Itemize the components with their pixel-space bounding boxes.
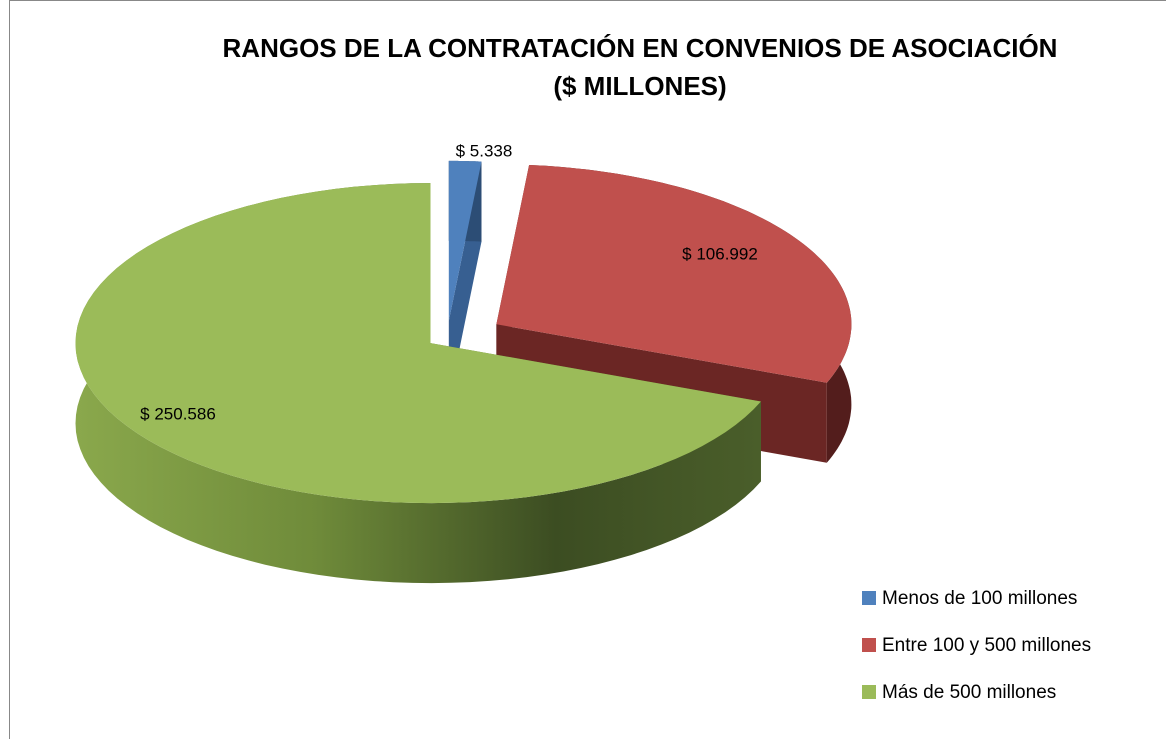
slice: [75, 183, 761, 504]
slice: [496, 165, 852, 383]
slice: [448, 160, 482, 321]
legend-swatch: [862, 685, 876, 699]
legend-swatch: [862, 638, 876, 652]
chart-title: RANGOS DE LA CONTRATACIÓN EN CONVENIOS D…: [223, 33, 1058, 63]
legend-label: Más de 500 millones: [882, 682, 1056, 703]
legend-label: Entre 100 y 500 millones: [882, 635, 1091, 656]
chart-subtitle: ($ MILLONES): [553, 71, 726, 101]
value-label: $ 250.586: [140, 404, 216, 423]
legend-swatch: [862, 591, 876, 605]
value-label: $ 106.992: [682, 244, 758, 263]
legend-label: Menos de 100 millones: [882, 588, 1077, 609]
value-label: $ 5.338: [456, 141, 513, 160]
